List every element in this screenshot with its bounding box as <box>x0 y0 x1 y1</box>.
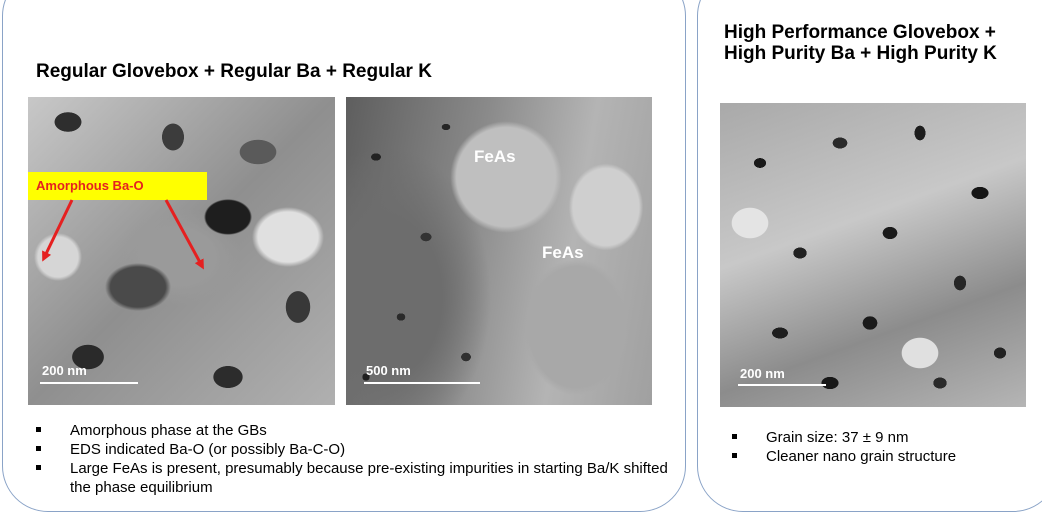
left-bullet-list: Amorphous phase at the GBs EDS indicated… <box>34 421 674 497</box>
feas-label-2: FeAs <box>542 243 584 262</box>
bullet-item: Grain size: 37 ± 9 nm <box>730 428 1030 447</box>
scale-bar <box>364 382 480 384</box>
right-bullet-list: Grain size: 37 ± 9 nm Cleaner nano grain… <box>730 428 1030 466</box>
tem-image-high-purity: 200 nm <box>720 103 1026 407</box>
tem-image-regular-1: 200 nm <box>28 97 335 405</box>
bullet-item: Cleaner nano grain structure <box>730 447 1030 466</box>
scale-label: 500 nm <box>366 363 411 378</box>
feas-label-1: FeAs <box>474 147 516 166</box>
amorphous-callout: Amorphous Ba-O <box>28 172 207 200</box>
scale-bar <box>40 382 138 384</box>
bullet-item: Amorphous phase at the GBs <box>34 421 674 440</box>
scale-bar <box>738 384 826 386</box>
bullet-item: EDS indicated Ba-O (or possibly Ba-C-O) <box>34 440 674 459</box>
scale-label: 200 nm <box>42 363 87 378</box>
right-panel-title: High Performance Glovebox + High Purity … <box>724 22 997 64</box>
scale-label: 200 nm <box>740 366 785 381</box>
left-panel-title: Regular Glovebox + Regular Ba + Regular … <box>36 61 432 82</box>
tem-image-regular-2: FeAs FeAs 500 nm <box>346 97 652 405</box>
bullet-item: Large FeAs is present, presumably becaus… <box>34 459 674 497</box>
